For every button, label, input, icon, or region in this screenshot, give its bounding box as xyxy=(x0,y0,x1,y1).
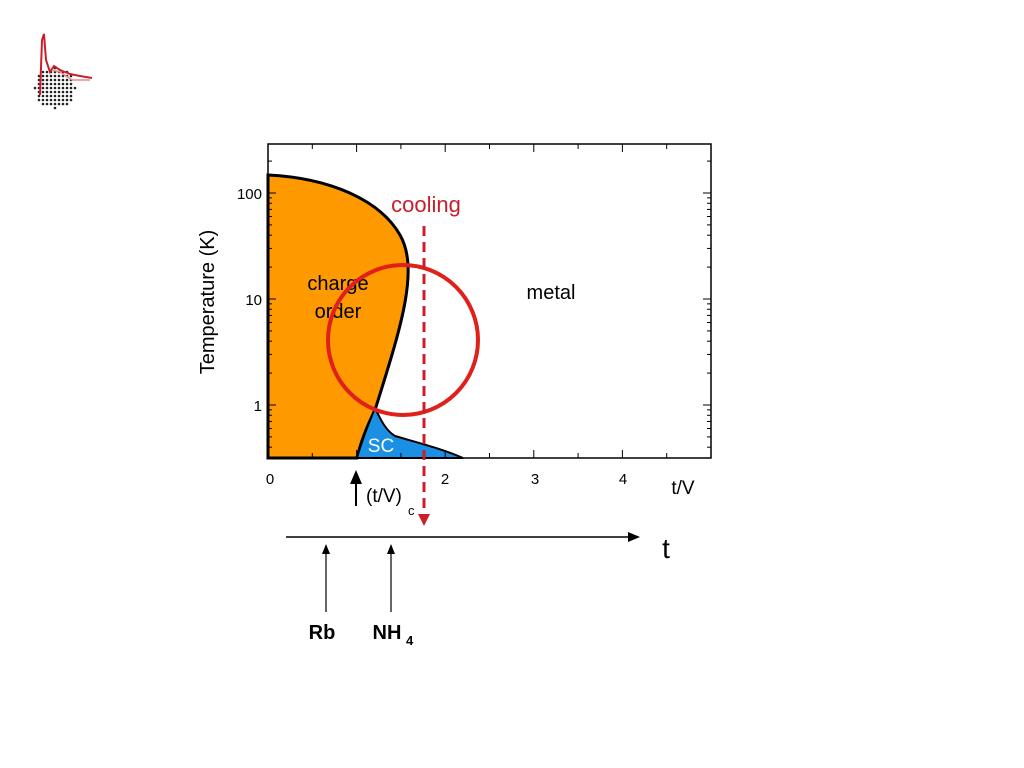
x-tick-3: 3 xyxy=(531,471,539,488)
logo-dot xyxy=(57,94,61,98)
logo-dot xyxy=(49,78,53,82)
charge-order-label-line2: order xyxy=(315,301,362,323)
logo-dot xyxy=(57,98,61,102)
logo-dot xyxy=(37,74,41,78)
nh4-label: NH xyxy=(373,622,402,644)
rb-label: Rb xyxy=(309,622,336,644)
y-tick-10: 10 xyxy=(245,292,262,309)
logo-dot xyxy=(49,102,53,106)
x-tick-2: 2 xyxy=(441,471,449,488)
logo-dot xyxy=(65,78,69,82)
logo-dot xyxy=(41,70,45,74)
sc-label: SC xyxy=(368,436,394,457)
logo-dot xyxy=(69,98,73,102)
metal-label: metal xyxy=(527,282,576,304)
y-axis-label: Temperature (K) xyxy=(197,230,219,375)
logo-dot xyxy=(41,86,45,90)
logo-dot xyxy=(53,74,57,78)
logo-dot xyxy=(61,74,65,78)
logo-dot xyxy=(49,98,53,102)
logo-dot xyxy=(69,82,73,86)
logo-dot xyxy=(45,98,49,102)
logo-dot xyxy=(53,94,57,98)
logo-dot xyxy=(61,82,65,86)
logo-dot xyxy=(53,90,57,94)
charge-order-label-line1: charge xyxy=(307,273,368,295)
logo-dot xyxy=(37,94,41,98)
x-tick-0: 0 xyxy=(266,471,274,488)
nh4-subscript: 4 xyxy=(406,633,414,648)
logo-dot xyxy=(53,98,57,102)
logo-dot xyxy=(49,82,53,86)
logo-dot xyxy=(57,82,61,86)
logo-dot xyxy=(65,102,69,106)
logo-dot xyxy=(45,82,49,86)
logo-dot xyxy=(57,86,61,90)
logo-dot xyxy=(65,94,69,98)
logo-dot xyxy=(53,106,57,110)
logo-dot xyxy=(53,102,57,106)
logo-dot xyxy=(45,102,49,106)
logo-dot xyxy=(45,94,49,98)
logo-dot xyxy=(65,90,69,94)
logo-dot xyxy=(69,94,73,98)
logo-dot xyxy=(41,74,45,78)
logo-dot xyxy=(73,86,77,90)
logo-dot xyxy=(49,90,53,94)
logo-dot xyxy=(45,90,49,94)
logo-dot xyxy=(61,94,65,98)
logo-dot xyxy=(57,102,61,106)
logo-dot xyxy=(49,74,53,78)
logo-dot xyxy=(61,78,65,82)
critical-arrow xyxy=(350,470,362,506)
logo-dot xyxy=(57,74,61,78)
logo-dot xyxy=(49,94,53,98)
logo-dot xyxy=(61,98,65,102)
t-axis-label: t xyxy=(662,533,670,564)
rb-marker-arrow xyxy=(322,544,330,612)
logo-dot xyxy=(65,86,69,90)
logo-dot xyxy=(65,82,69,86)
y-tick-100: 100 xyxy=(237,186,262,203)
logo-dot xyxy=(41,82,45,86)
cooling-label: cooling xyxy=(391,192,461,217)
logo-dot xyxy=(61,86,65,90)
critical-label: (t/V) xyxy=(366,486,402,507)
logo-dot xyxy=(45,86,49,90)
highlight-circle xyxy=(326,263,480,417)
logo-dot xyxy=(49,86,53,90)
logo-dot xyxy=(45,70,49,74)
x-tick-4: 4 xyxy=(619,471,627,488)
logo-dot xyxy=(69,86,73,90)
y-tick-1: 1 xyxy=(254,398,262,415)
t-axis xyxy=(286,532,640,542)
logo-dot xyxy=(53,78,57,82)
logo-dot xyxy=(41,78,45,82)
logo-dot xyxy=(33,86,37,90)
logo-dot xyxy=(45,74,49,78)
logo-dot xyxy=(37,98,41,102)
logo-dot xyxy=(65,98,69,102)
logo-dot xyxy=(69,90,73,94)
logo-dot xyxy=(57,90,61,94)
logo-dot xyxy=(61,90,65,94)
logo-dot xyxy=(41,102,45,106)
logo-dot xyxy=(69,74,73,78)
logo-dot xyxy=(41,94,45,98)
logo-dot xyxy=(53,82,57,86)
logo-dot xyxy=(45,78,49,82)
logo-dot xyxy=(61,102,65,106)
logo-dot xyxy=(57,78,61,82)
sc-region xyxy=(355,405,464,459)
logo-dot xyxy=(41,90,45,94)
axis-ticks xyxy=(267,144,712,458)
logo-dot xyxy=(53,86,57,90)
cooling-arrow xyxy=(418,226,430,526)
logo-dot xyxy=(41,98,45,102)
nh4-marker-arrow xyxy=(387,544,395,612)
x-axis-label: t/V xyxy=(671,478,695,499)
logo-icon xyxy=(33,33,93,110)
critical-subscript: c xyxy=(408,503,415,518)
